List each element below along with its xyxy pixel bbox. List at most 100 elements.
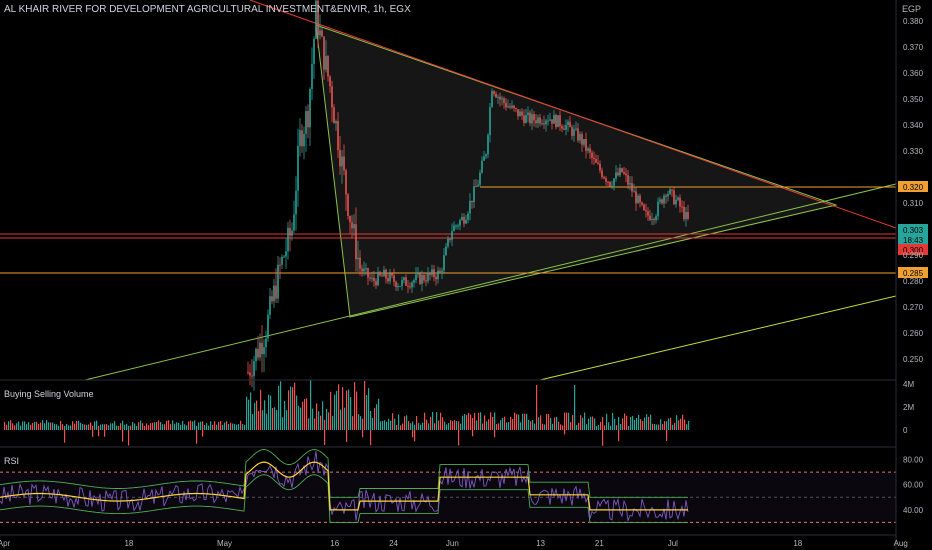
volume-bar xyxy=(432,412,434,430)
volume-bar xyxy=(290,386,292,430)
candle-body xyxy=(339,150,341,167)
candle-body xyxy=(421,275,423,284)
volume-bar xyxy=(424,412,426,430)
volume-bar xyxy=(204,424,206,430)
volume-bar xyxy=(428,423,430,430)
candle-body xyxy=(379,272,381,276)
volume-bar xyxy=(664,421,666,430)
candle-body xyxy=(577,128,579,141)
candle-body xyxy=(261,342,263,355)
volume-bar xyxy=(408,421,410,430)
candle-body xyxy=(317,0,319,36)
volume-tick-label: 4M xyxy=(903,380,914,389)
volume-bar xyxy=(584,412,586,430)
candle-body xyxy=(647,211,649,216)
volume-pane[interactable] xyxy=(4,380,690,446)
volume-bar xyxy=(246,396,248,430)
volume-bar xyxy=(642,421,644,430)
candle-body xyxy=(435,276,437,280)
volume-bar xyxy=(164,424,166,430)
candle-body xyxy=(319,30,321,36)
candle-body xyxy=(519,111,521,117)
volume-bar xyxy=(340,409,342,430)
volume-bar xyxy=(542,423,544,430)
volume-bar xyxy=(114,421,116,430)
volume-bar xyxy=(230,422,232,430)
volume-bar xyxy=(438,420,440,430)
candle-body xyxy=(651,218,653,220)
volume-bar xyxy=(418,423,420,430)
volume-bar xyxy=(32,422,34,430)
volume-bar xyxy=(270,395,272,430)
candle-body xyxy=(485,154,487,157)
candle-body xyxy=(569,121,571,128)
candle-body xyxy=(329,76,331,87)
volume-bar xyxy=(94,421,96,430)
volume-bar xyxy=(638,414,640,430)
volume-bar xyxy=(74,423,76,430)
volume-bar xyxy=(464,413,466,430)
volume-bar xyxy=(506,422,508,430)
volume-bar xyxy=(668,418,670,430)
volume-bar xyxy=(232,423,234,430)
volume-bar xyxy=(362,418,364,430)
volume-bar xyxy=(50,422,52,430)
candle-body xyxy=(363,268,365,272)
candle-body xyxy=(503,98,505,103)
x-tick-label: Jul xyxy=(668,539,678,548)
candle-body xyxy=(307,111,309,128)
volume-bar xyxy=(574,385,576,430)
volume-bar xyxy=(98,430,100,437)
volume-bar xyxy=(126,423,128,430)
volume-bar xyxy=(236,424,238,430)
candle-body xyxy=(361,268,363,272)
badge-support-bg xyxy=(898,244,928,255)
y-tick-label: 0.260 xyxy=(903,329,924,338)
volume-bar xyxy=(152,422,154,430)
volume-bar xyxy=(678,420,680,430)
candle-body xyxy=(559,115,561,127)
volume-bar xyxy=(208,425,210,430)
volume-bar xyxy=(178,422,180,430)
volume-bar xyxy=(426,419,428,430)
candle-body xyxy=(457,225,459,227)
volume-bar xyxy=(400,425,402,430)
volume-bar xyxy=(386,421,388,430)
candle-body xyxy=(387,278,389,282)
candle-body xyxy=(591,152,593,158)
volume-bar xyxy=(564,430,566,435)
candle-body xyxy=(467,213,469,220)
volume-bar xyxy=(330,391,332,430)
y-tick-label: 0.310 xyxy=(903,199,924,208)
volume-bar xyxy=(170,424,172,430)
volume-bar xyxy=(352,416,354,430)
volume-bar xyxy=(100,424,102,430)
volume-bar xyxy=(108,425,110,430)
volume-bar xyxy=(210,421,212,430)
volume-bar xyxy=(166,420,168,430)
candle-body xyxy=(641,202,643,205)
volume-bar xyxy=(558,421,560,430)
volume-bar xyxy=(336,390,338,430)
rsi-pane[interactable] xyxy=(0,449,896,523)
volume-bar xyxy=(666,421,668,430)
volume-bar xyxy=(392,413,394,430)
x-tick-label: 18 xyxy=(124,539,133,548)
volume-bar xyxy=(150,423,152,430)
candle-body xyxy=(247,372,249,374)
volume-bar xyxy=(688,420,690,430)
candle-body xyxy=(501,98,503,100)
rsi-pane-label: RSI xyxy=(4,456,20,466)
volume-bar xyxy=(130,425,132,430)
candle-body xyxy=(451,231,453,240)
volume-bar xyxy=(268,394,270,430)
candle-body xyxy=(399,285,401,287)
candle-body xyxy=(321,30,323,37)
chart-title: AL KHAIR RIVER FOR DEVELOPMENT AGRICULTU… xyxy=(4,4,411,15)
volume-bar xyxy=(86,424,88,430)
candle-body xyxy=(371,277,373,279)
volume-bar xyxy=(514,412,516,430)
